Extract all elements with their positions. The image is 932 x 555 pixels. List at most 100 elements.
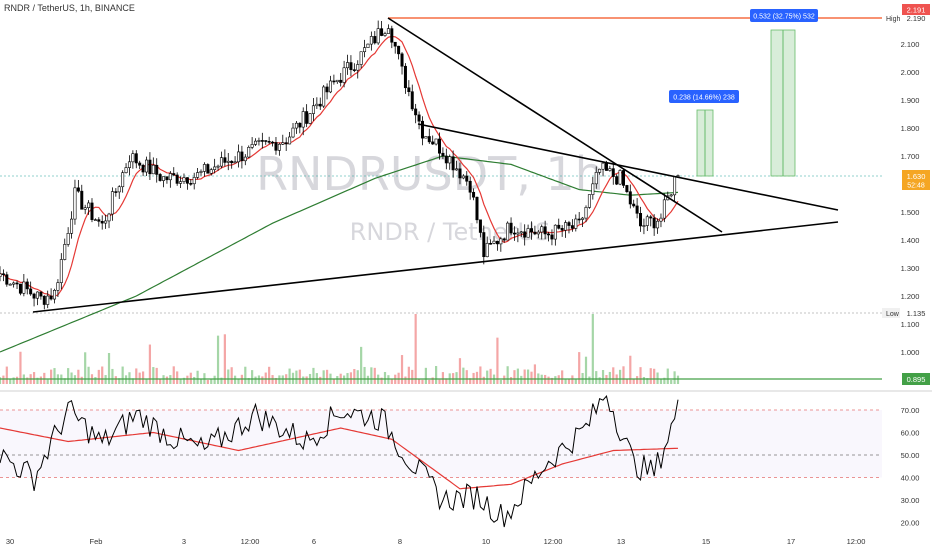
candle-body [380, 28, 384, 36]
price-tick: 1.000 [901, 348, 920, 357]
volume-bar [584, 356, 588, 384]
candle-body [448, 156, 452, 164]
candle-body [564, 222, 568, 231]
volume-bar [666, 368, 669, 384]
candle-body [175, 174, 179, 184]
volume-bar [80, 376, 83, 384]
candle-body [76, 187, 80, 192]
volume-bar [486, 370, 489, 384]
volume-bar [526, 369, 530, 384]
high-marker-bg [902, 4, 930, 15]
price-tick: 1.800 [901, 124, 920, 133]
volume-bar [84, 352, 87, 384]
candle-body [478, 219, 482, 233]
candle-body [427, 136, 431, 143]
candle-body [366, 43, 370, 48]
volume-bar [322, 370, 325, 384]
candle-body [407, 87, 411, 93]
price-tick: 1.400 [901, 236, 920, 245]
volume-bar [121, 366, 124, 384]
candle-body [506, 222, 510, 241]
volume-bar [179, 379, 182, 384]
volume-bar [561, 370, 564, 384]
volume-bar [223, 334, 226, 384]
volume-bar [186, 375, 189, 384]
price-axis[interactable]: 2.100 2.000 1.900 1.800 1.700 1.500 1.400 1.300… [882, 4, 930, 528]
candle-body [121, 172, 125, 188]
candle-body [642, 225, 646, 227]
volume-bar [557, 375, 560, 384]
volume-bar [479, 366, 482, 384]
candle-body [397, 45, 401, 55]
candle-body [46, 295, 50, 305]
candle-body [424, 136, 428, 139]
candle-body [162, 176, 166, 181]
rsi-pane [0, 395, 882, 528]
measure-tools[interactable]: 0.238 (14.66%) 238 0.532 (32.75%) 532 [669, 9, 818, 177]
volume-bar [475, 371, 479, 384]
volume-bar [305, 376, 308, 384]
candle-body [639, 213, 643, 227]
volume-bar [407, 366, 410, 384]
candle-body [604, 162, 608, 171]
candle-body [472, 191, 476, 198]
candle-body [390, 28, 394, 43]
candle-body [346, 62, 350, 69]
rsi-tick: 20.00 [901, 519, 920, 528]
time-tick: 10 [482, 537, 490, 546]
volume-bar [230, 367, 233, 384]
symbol-title: RNDR / TetherUS, 1h, BINANCE [4, 3, 135, 13]
candle-body [138, 162, 142, 166]
candle-body [189, 183, 193, 185]
volume-bar [499, 379, 502, 384]
candle-body [594, 172, 598, 185]
volume-bar [598, 377, 601, 384]
candle-body [533, 231, 537, 235]
candle-body [492, 240, 496, 244]
volume-bar [567, 378, 571, 384]
volume-bar [523, 369, 526, 384]
volume-bar [642, 377, 646, 384]
candle-body [403, 65, 407, 89]
volume-bar [19, 351, 22, 384]
candle-body [90, 202, 94, 220]
candle-body [209, 169, 213, 174]
time-tick: 3 [182, 537, 186, 546]
volume-bar [257, 375, 261, 384]
candle-body [369, 36, 373, 45]
time-tick: 12:00 [241, 537, 260, 546]
volume-bar [145, 378, 148, 384]
volume-bar [298, 369, 301, 384]
candle-body [5, 274, 9, 285]
volume-bar [148, 344, 152, 384]
candle-body [529, 228, 533, 233]
candle-body [553, 224, 557, 240]
volume-bar [489, 368, 492, 384]
candle-body [182, 177, 186, 182]
volume-bar [114, 376, 117, 384]
volume-bar [128, 372, 131, 384]
candle-body [417, 114, 421, 122]
candle-body [536, 231, 540, 235]
candle-body [172, 173, 176, 176]
rsi-tick: 50.00 [901, 451, 920, 460]
candle-body [458, 168, 462, 179]
watermark: RNDRUSDT, 1h RNDR / TetherUS [256, 147, 604, 246]
volume-bar [32, 372, 36, 384]
trendlines[interactable] [32, 17, 839, 313]
volume-bar [465, 370, 468, 384]
candle-body [213, 166, 217, 170]
volume-bar [462, 367, 465, 384]
candle-body [298, 122, 302, 128]
time-axis[interactable]: 30 Feb 3 12:00 6 8 10 12:00 13 15 17 12:00 [6, 537, 866, 546]
candle-body [363, 47, 367, 53]
candle-body [25, 281, 29, 290]
candle-body [226, 160, 230, 163]
candle-body [97, 219, 101, 222]
volume-bar [165, 376, 169, 384]
time-tick: 15 [702, 537, 710, 546]
candle-body [274, 142, 278, 151]
candle-body [277, 143, 281, 151]
